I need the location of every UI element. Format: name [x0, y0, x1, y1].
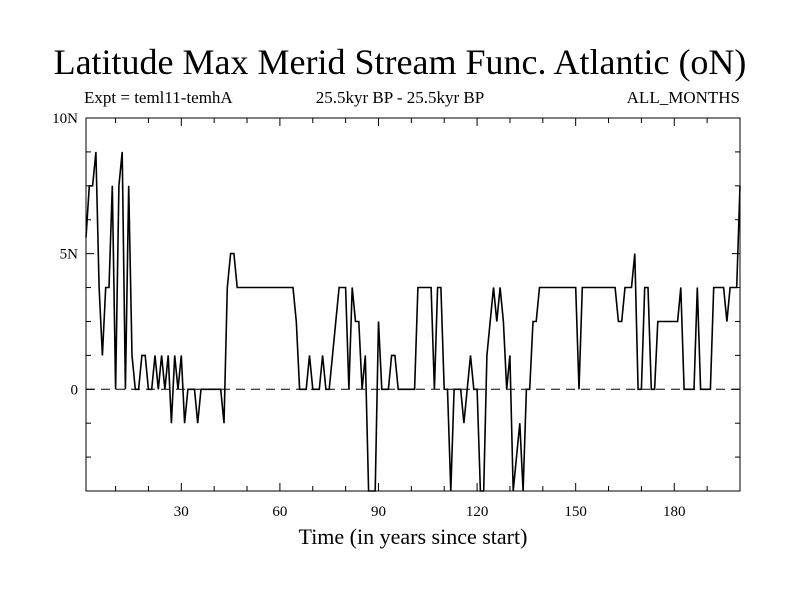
y-tick-label: 0 [71, 382, 79, 398]
x-tick-label: 180 [663, 504, 686, 520]
x-tick-label: 120 [466, 504, 489, 520]
plot-frame [85, 117, 741, 492]
y-tick-label: 10N [52, 111, 78, 127]
chart-title: Latitude Max Merid Stream Func. Atlantic… [53, 42, 747, 82]
experiment-label: Expt = teml11-temhA [84, 88, 233, 107]
series-line [85, 151, 741, 492]
y-tick-label: 5N [60, 247, 79, 263]
x-tick-label: 150 [564, 504, 587, 520]
time-range-label: 25.5kyr BP - 25.5kyr BP [315, 88, 485, 107]
x-axis-label: Time (in years since start) [298, 524, 528, 549]
months-label: ALL_MONTHS [626, 88, 740, 107]
x-tick-label: 90 [371, 504, 386, 520]
x-tick-label: 60 [272, 504, 287, 520]
x-tick-label: 30 [174, 504, 189, 520]
